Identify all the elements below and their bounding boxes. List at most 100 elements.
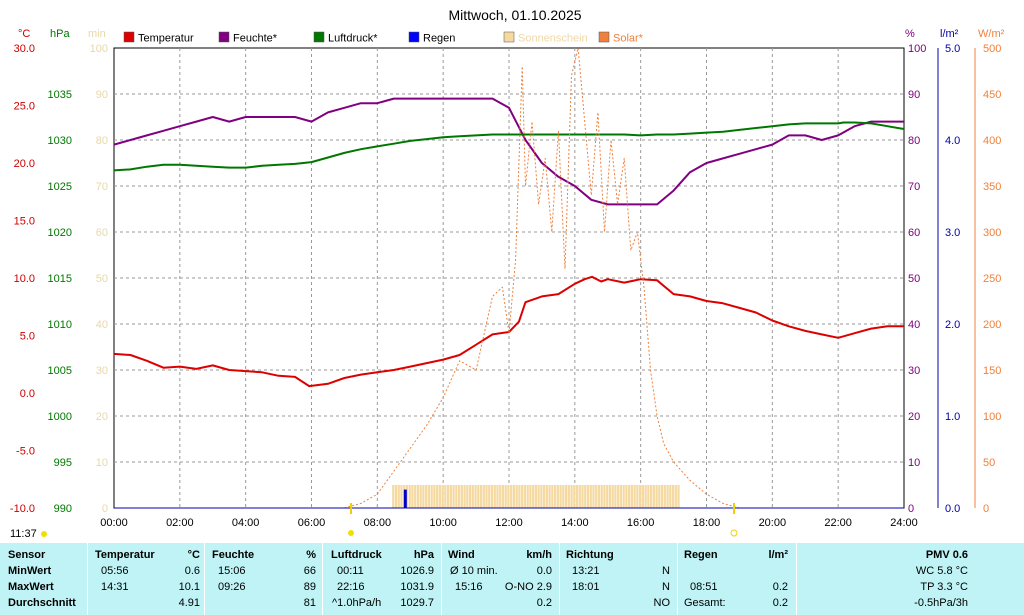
chart-title: Mittwoch, 01.10.2025 <box>448 7 581 23</box>
sun-minutes-tick-label: 60 <box>96 227 108 239</box>
sunshine-bar <box>573 485 576 508</box>
x-tick-label: 14:00 <box>561 517 589 529</box>
sunshine-bar <box>477 485 480 508</box>
chart-background <box>0 0 1024 543</box>
rain-total-label: Gesamt: <box>684 597 726 609</box>
sunshine-bar <box>447 485 450 508</box>
legend-label-0: Temperatur <box>138 33 194 45</box>
table-divider <box>87 543 88 615</box>
legend-label-4: Sonnenschein <box>518 33 588 45</box>
sunshine-bar <box>589 485 592 508</box>
row-label-minwert: MinWert <box>8 565 52 577</box>
sunshine-bar <box>655 485 658 508</box>
solar-tick-label: 400 <box>983 135 1001 147</box>
x-tick-label: 08:00 <box>364 517 392 529</box>
solar-tick-label: 300 <box>983 227 1001 239</box>
sunshine-bar <box>625 485 628 508</box>
rain-total-value: 0.2 <box>772 597 788 609</box>
unit-humidity: % <box>905 28 915 40</box>
temp-tick-label: 20.0 <box>14 158 35 170</box>
sunshine-bar <box>581 485 584 508</box>
sunshine-bar <box>641 485 644 508</box>
header-regen-unit: l/m² <box>768 549 788 561</box>
sunshine-bar <box>436 485 439 508</box>
series-line-2 <box>113 121 905 172</box>
sunshine-bar <box>488 485 491 508</box>
solar-tick-label: 0 <box>983 503 989 515</box>
sunshine-bar <box>595 485 598 508</box>
solar-tick-label: 150 <box>983 365 1001 377</box>
sunshine-bar <box>468 485 472 508</box>
min-press-value: 1026.9 <box>400 565 434 577</box>
unit-rain: l/m² <box>940 28 959 40</box>
legend: Temperatur Feuchte* Luftdruck* Regen Sonnens… <box>123 31 644 45</box>
sunshine-bar <box>422 485 425 508</box>
sunshine-bar <box>564 485 568 508</box>
legend-swatch-0 <box>123 31 135 43</box>
legend-swatch-3 <box>408 31 420 43</box>
humidity-tick-label: 70 <box>908 181 920 193</box>
legend-label-2: Luftdruck* <box>328 33 378 45</box>
sunshine-bar <box>408 485 411 508</box>
sunshine-bar <box>639 485 642 508</box>
sunshine-bar <box>444 485 447 508</box>
unit-pressure: hPa <box>50 28 70 40</box>
rain-tick-label: 2.0 <box>945 319 960 331</box>
solar-tick-label: 350 <box>983 181 1001 193</box>
sunshine-bar <box>460 485 463 508</box>
x-tick-label: 18:00 <box>693 517 721 529</box>
statistics-table <box>0 543 1024 615</box>
x-tick-label: 02:00 <box>166 517 194 529</box>
sunshine-bar <box>559 485 562 508</box>
max-dir-time: 18:01 <box>572 581 600 593</box>
sunshine-bar <box>671 485 675 508</box>
min-temp-time: 05:56 <box>101 565 129 577</box>
sunshine-bar <box>540 485 543 508</box>
temp-tick-label: 15.0 <box>14 216 35 228</box>
legend-swatch-2 <box>313 31 325 43</box>
sunshine-bar <box>493 485 496 508</box>
sun-minutes-tick-label: 40 <box>96 319 108 331</box>
x-tick-label: 04:00 <box>232 517 260 529</box>
sun-minutes-tick-label: 70 <box>96 181 108 193</box>
humidity-tick-label: 0 <box>908 503 914 515</box>
sunshine-bar <box>471 485 474 508</box>
sun-minutes-tick-label: 20 <box>96 411 108 423</box>
pressure-tick-label: 1030 <box>48 135 72 147</box>
humidity-tick-label: 90 <box>908 89 920 101</box>
axis-unit-labels: °C hPa min% l/m² W/m² <box>18 28 1005 40</box>
min-temp-value: 0.6 <box>184 565 200 577</box>
humidity-tick-label: 10 <box>908 457 920 469</box>
sunshine-bar <box>578 485 581 508</box>
row-label-durchschnitt: Durchschnitt <box>8 597 76 609</box>
max-temp-time: 14:31 <box>101 581 129 593</box>
pressure-tick-label: 1015 <box>48 273 72 285</box>
x-tick-label: 10:00 <box>429 517 457 529</box>
sunshine-bar <box>394 485 398 508</box>
series-line-0 <box>113 275 904 388</box>
sunshine-bar <box>603 485 606 508</box>
sunshine-bar <box>575 485 579 508</box>
x-tick-label: 16:00 <box>627 517 655 529</box>
sunshine-bar <box>567 485 570 508</box>
header-sensor: Sensor <box>8 549 46 561</box>
sunshine-bar <box>427 485 431 508</box>
sunshine-bar <box>608 485 612 508</box>
sunrise-time-label: 11:37 <box>10 528 37 540</box>
rain-tick-label: 3.0 <box>945 227 960 239</box>
sunshine-bar <box>570 485 573 508</box>
pressure-tendency: -0.5hPa/3h <box>914 597 968 609</box>
temp-tick-label: 30.0 <box>14 43 35 55</box>
sunshine-bar <box>419 485 422 508</box>
sunshine-bar <box>553 485 557 508</box>
sunshine-bar <box>663 485 666 508</box>
pressure-tick-label: 1020 <box>48 227 72 239</box>
pmv-tp: TP 3.3 °C <box>920 581 968 593</box>
sunshine-bar <box>482 485 485 508</box>
sunshine-bar <box>518 485 521 508</box>
sunshine-bar <box>515 485 518 508</box>
sunshine-bar <box>416 485 420 508</box>
pressure-tick-label: 1025 <box>48 181 72 193</box>
temp-tick-label: -5.0 <box>16 446 35 458</box>
avg-wind-value: 0.2 <box>536 597 552 609</box>
